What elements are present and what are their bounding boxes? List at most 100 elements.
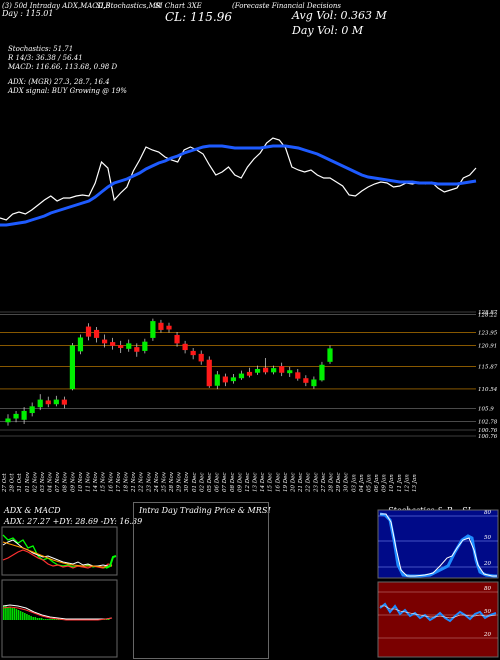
header-avg-vol: Avg Vol: 0.363 M	[292, 9, 387, 22]
date-label: 31 Oct	[17, 473, 23, 492]
date-label: 14 Nov	[93, 471, 99, 492]
date-label: 10 Nov	[78, 471, 84, 492]
candle-body	[222, 376, 228, 383]
date-label: 07 Dec	[222, 473, 228, 493]
candle	[198, 350, 204, 365]
candle	[182, 340, 188, 354]
candle-body	[230, 377, 236, 382]
header-left-2: Day : 115.01	[2, 9, 54, 18]
price-level-label: 128.87	[478, 310, 498, 316]
candle	[61, 396, 67, 409]
macd-bar	[51, 619, 53, 620]
candle-body	[279, 366, 285, 373]
date-label: 28 Nov	[169, 471, 175, 493]
date-label: 09 Nov	[70, 471, 76, 492]
date-label: 23 Nov	[146, 471, 152, 493]
candle-body	[206, 359, 212, 387]
date-label: 08 Nov	[63, 471, 69, 492]
price-level-label: 102.78	[478, 420, 498, 426]
macd-bar	[21, 612, 24, 620]
date-label: 05 Dec	[207, 473, 213, 493]
macd-bar	[24, 613, 26, 620]
candle	[29, 402, 35, 417]
intraday-panel-si: SI	[262, 506, 271, 515]
date-label: 13 Jan	[412, 474, 418, 492]
candle-body	[13, 413, 19, 419]
date-label: 11 Nov	[86, 471, 92, 492]
date-label: 19 Dec	[283, 473, 289, 493]
candle	[246, 367, 253, 378]
candle	[102, 334, 108, 348]
candle-body	[198, 353, 204, 362]
header-right-1: (Forecaste Financial Decisions	[232, 2, 341, 10]
candle-body	[21, 410, 27, 420]
rsi-white-line	[380, 605, 497, 619]
macd-bar	[42, 619, 45, 620]
candle-body	[37, 399, 43, 408]
date-label: 03 Jan	[351, 474, 357, 492]
date-label: 04 Nov	[48, 471, 54, 492]
macd-bar	[53, 619, 55, 620]
header-mid-2: SI Chart 3XE	[155, 2, 202, 10]
adx-macd-panel-title: ADX & MACD	[4, 506, 61, 515]
candle	[327, 345, 333, 364]
date-label: 05 Jan	[366, 474, 372, 492]
macd-bar	[45, 619, 47, 620]
date-label: 28 Dec	[328, 473, 334, 494]
date-label: 30 Dec	[344, 473, 350, 493]
candle-body	[126, 343, 132, 349]
macd-bar	[3, 606, 5, 620]
macd-bar	[9, 607, 11, 620]
candle-body	[214, 374, 220, 386]
rsi-20-label: 20	[483, 632, 491, 638]
date-label: 09 Jan	[382, 474, 388, 492]
moving-average-line	[0, 144, 477, 227]
date-label: 15 Dec	[268, 473, 274, 493]
date-label: 21 Dec	[298, 473, 304, 494]
date-label: 21 Nov	[131, 471, 137, 493]
macd-bar	[105, 619, 108, 620]
macd-value: MACD: 116.66, 113.68, 0.98 D	[8, 63, 118, 71]
date-label: 01 Dec	[192, 473, 198, 493]
macd-line	[2, 604, 113, 620]
macd-signal-line	[2, 606, 113, 621]
candle	[295, 368, 301, 381]
macd-bar	[17, 610, 20, 620]
intraday-panel-title: Intra Day Trading Price & MR	[139, 506, 262, 515]
candle-body	[102, 339, 108, 344]
date-label: 16 Nov	[108, 471, 114, 492]
candle-body	[29, 406, 35, 414]
stochastics-value: Stochastics: 51.71	[8, 45, 74, 53]
macd-bar	[34, 617, 37, 620]
candle-body	[5, 418, 11, 423]
macd-bar	[19, 611, 22, 620]
candle	[69, 342, 75, 391]
price-level-label: 100.76	[478, 428, 498, 434]
date-label: 29 Nov	[177, 471, 183, 493]
date-label: 12 Jan	[404, 474, 410, 492]
macd-bar	[28, 615, 30, 620]
candle	[311, 376, 317, 389]
candle	[77, 334, 84, 355]
date-label: 24 Nov	[154, 471, 160, 493]
header-left-1: (3) 50d Intraday ADX,MACD,B	[2, 2, 111, 10]
date-label: 12 Dec	[245, 473, 251, 493]
candle	[230, 374, 236, 384]
date-label: 29 Dec	[336, 473, 342, 494]
macd-bar	[7, 607, 9, 620]
candle	[85, 323, 92, 341]
candle	[5, 414, 11, 426]
candle	[238, 370, 245, 380]
candle-body	[69, 345, 75, 390]
candle	[287, 366, 293, 377]
macd-bar	[49, 619, 51, 620]
rsi-50-label: 50	[484, 609, 491, 615]
candle	[134, 343, 140, 357]
candle	[118, 340, 124, 354]
candle-body	[85, 326, 92, 337]
date-label: 23 Dec	[313, 473, 319, 494]
rsi-80-label: 80	[484, 586, 491, 592]
candle	[214, 371, 220, 390]
price-level-label: 110.54	[478, 387, 498, 393]
